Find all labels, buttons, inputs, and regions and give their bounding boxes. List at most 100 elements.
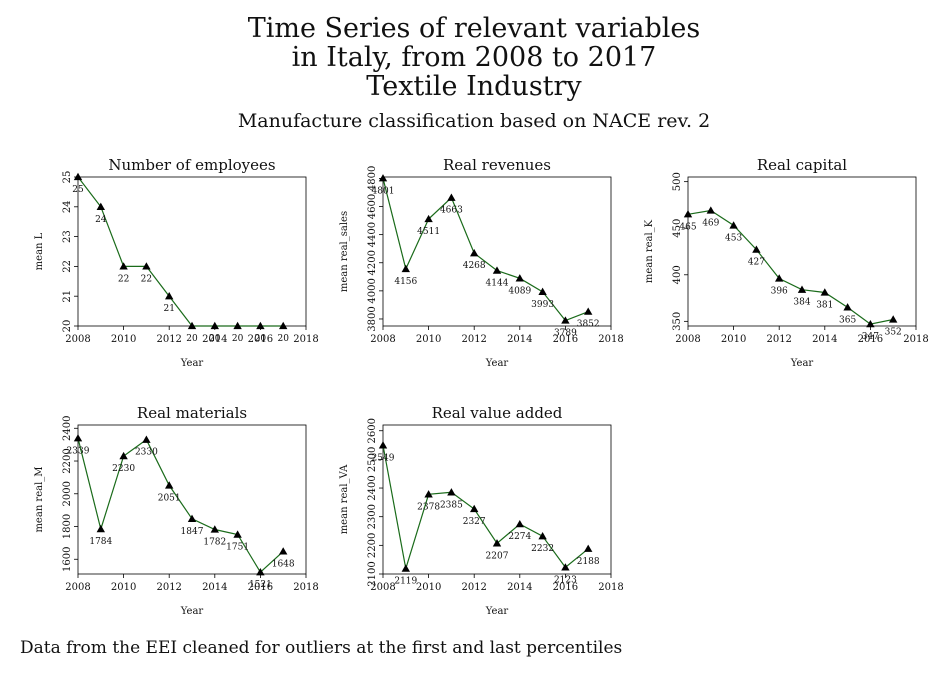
- data-point-marker: [73, 434, 83, 442]
- data-point-marker: [752, 245, 761, 253]
- data-point-marker: [233, 530, 242, 538]
- data-point-marker: [683, 210, 693, 218]
- x-tick-label: 2018: [293, 582, 318, 593]
- plot-frame: [687, 176, 917, 327]
- data-point-marker: [775, 274, 784, 282]
- x-tick-label: 2010: [111, 334, 136, 345]
- data-label: 1847: [181, 527, 204, 537]
- y-tick-label: 4600: [367, 194, 378, 219]
- y-tick-label: 2500: [367, 447, 378, 472]
- x-tick-label: 2016: [248, 334, 273, 345]
- data-label: 4511: [417, 227, 440, 237]
- x-tick-label: 2014: [812, 334, 837, 345]
- data-point-marker: [424, 490, 433, 498]
- x-tick-label: 2014: [507, 582, 532, 593]
- data-label: 2339: [67, 446, 90, 456]
- x-tick-label: 2014: [507, 334, 532, 345]
- data-point-marker: [210, 321, 219, 330]
- y-axis-label: mean real_M: [34, 466, 45, 532]
- data-label: 2207: [486, 551, 509, 561]
- data-point-marker: [279, 321, 288, 330]
- data-label: 3993: [531, 300, 554, 310]
- data-label: 4089: [508, 286, 531, 296]
- x-tick-label: 2018: [293, 334, 318, 345]
- data-label: 384: [793, 298, 810, 308]
- data-label: 20: [209, 334, 221, 344]
- y-tick-label: 2200: [367, 533, 378, 558]
- data-label: 2274: [508, 532, 531, 542]
- data-label: 25: [72, 185, 84, 195]
- data-label: 427: [748, 258, 765, 268]
- title-line-1: Time Series of relevant variables: [247, 13, 701, 44]
- x-tick-label: 2012: [156, 582, 181, 593]
- data-point-marker: [256, 567, 265, 576]
- data-label: 2123: [554, 575, 577, 585]
- data-point-marker: [538, 531, 547, 540]
- series-line: [77, 438, 284, 574]
- data-label: 21: [163, 304, 174, 314]
- y-tick-label: 500: [672, 172, 683, 191]
- y-tick-label: 2200: [62, 448, 73, 473]
- data-label: 453: [725, 233, 742, 243]
- x-tick-label: 2012: [461, 582, 486, 593]
- x-tick-label: 2018: [598, 334, 623, 345]
- y-axis-label: mean real_VA: [339, 464, 350, 534]
- data-point-marker: [470, 248, 479, 257]
- y-tick-label: 450: [672, 219, 683, 238]
- data-point-marker: [142, 435, 151, 443]
- data-label: 3852: [577, 320, 600, 330]
- data-label: 4268: [463, 261, 486, 271]
- data-label: 347: [862, 332, 879, 342]
- data-point-marker: [401, 564, 410, 572]
- x-tick-label: 2008: [370, 334, 395, 345]
- x-tick-label: 2016: [858, 334, 883, 345]
- data-label: 2051: [158, 493, 181, 503]
- footnote: Data from the EEI cleaned for outliers a…: [20, 638, 623, 658]
- chart-title: Real value added: [432, 404, 563, 422]
- data-point-marker: [706, 206, 715, 214]
- x-tick-label: 2012: [766, 334, 791, 345]
- data-label: 2327: [463, 517, 486, 527]
- data-label: 1784: [89, 537, 112, 547]
- x-axis-label: Year: [180, 606, 204, 617]
- figure-subtitle: Manufacture classification based on NACE…: [237, 110, 711, 132]
- data-point-marker: [210, 525, 219, 533]
- plot-frame: [77, 424, 307, 575]
- data-point-marker: [447, 488, 456, 496]
- data-point-marker: [165, 292, 174, 300]
- chart-real-materials: Real materials 2008 2010 2012 2014 2016 2018 Ye…: [34, 404, 319, 617]
- data-point-marker: [279, 547, 288, 555]
- data-label: 2385: [440, 500, 463, 510]
- data-point-marker: [889, 315, 898, 323]
- y-axis-label: mean real_sales: [339, 211, 350, 292]
- data-point-marker: [187, 514, 197, 522]
- data-point-marker: [515, 274, 524, 282]
- data-label: 2119: [394, 577, 417, 587]
- data-point-marker: [256, 321, 265, 330]
- data-label: 469: [702, 219, 719, 229]
- data-point-marker: [561, 563, 570, 571]
- plot-frame: [77, 176, 307, 327]
- x-axis-label: Year: [485, 606, 509, 617]
- data-point-marker: [729, 221, 738, 229]
- y-tick-label: 2600: [367, 418, 378, 443]
- x-tick-label: 2012: [461, 334, 486, 345]
- y-tick-label: 3800: [367, 306, 378, 331]
- x-tick-label: 2010: [416, 582, 441, 593]
- data-point-marker: [73, 172, 83, 181]
- data-label: 365: [839, 315, 856, 325]
- data-label: 4156: [394, 277, 417, 287]
- data-point-marker: [447, 193, 456, 201]
- y-tick-label: 2000: [62, 481, 73, 506]
- data-label: 1782: [203, 537, 226, 547]
- data-point-marker: [515, 519, 524, 528]
- data-label: 2232: [531, 544, 554, 554]
- data-point-marker: [866, 319, 875, 328]
- data-label: 465: [679, 222, 696, 232]
- data-label: 2330: [135, 448, 158, 458]
- x-tick-label: 2008: [65, 582, 90, 593]
- series-line: [77, 176, 284, 327]
- y-tick-label: 2400: [367, 475, 378, 500]
- x-axis-label: Year: [180, 358, 204, 369]
- data-label: 2549: [372, 453, 395, 463]
